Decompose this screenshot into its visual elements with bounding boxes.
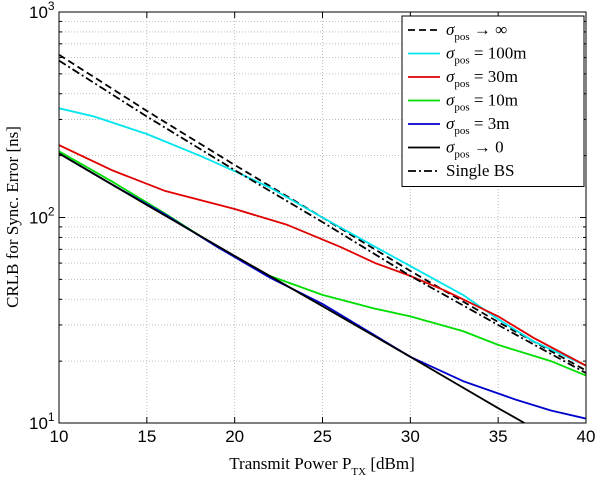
legend-label-6: Single BS — [446, 161, 515, 180]
series-line-5 — [59, 152, 525, 423]
y-axis-label: CRLB for Sync. Error [ns] — [3, 126, 22, 308]
series-line-2 — [59, 144, 586, 367]
y-tick-label: 103 — [29, 0, 55, 22]
x-tick-label: 30 — [401, 427, 420, 446]
legend-label-2: σpos = 30m — [446, 67, 518, 90]
x-tick-label: 20 — [225, 427, 244, 446]
legend-label-1: σpos = 100m — [446, 44, 526, 67]
legend-label-0: σpos → ∞ — [446, 20, 507, 43]
x-tick-label: 35 — [489, 427, 508, 446]
series-line-3 — [59, 150, 586, 377]
x-tick-label: 15 — [137, 427, 156, 446]
legend-label-5: σpos → 0 — [446, 138, 504, 161]
y-tick-label: 101 — [29, 410, 55, 433]
x-tick-label: 40 — [577, 427, 596, 446]
series-line-4 — [59, 152, 586, 420]
x-tick-label: 25 — [313, 427, 332, 446]
y-tick-label: 102 — [29, 205, 55, 228]
x-axis-label: Transmit Power PTX [dBm] — [229, 454, 414, 478]
legend-label-4: σpos = 3m — [446, 114, 509, 137]
legend-label-3: σpos = 10m — [446, 91, 518, 114]
x-tick-label: 10 — [50, 427, 69, 446]
grid — [59, 12, 586, 423]
ticks: 10 15 20 25 30 35 40 101 102 103 — [29, 0, 595, 446]
series-line-1 — [59, 107, 586, 367]
series-line-6 — [59, 59, 586, 374]
series-layer — [59, 53, 586, 423]
